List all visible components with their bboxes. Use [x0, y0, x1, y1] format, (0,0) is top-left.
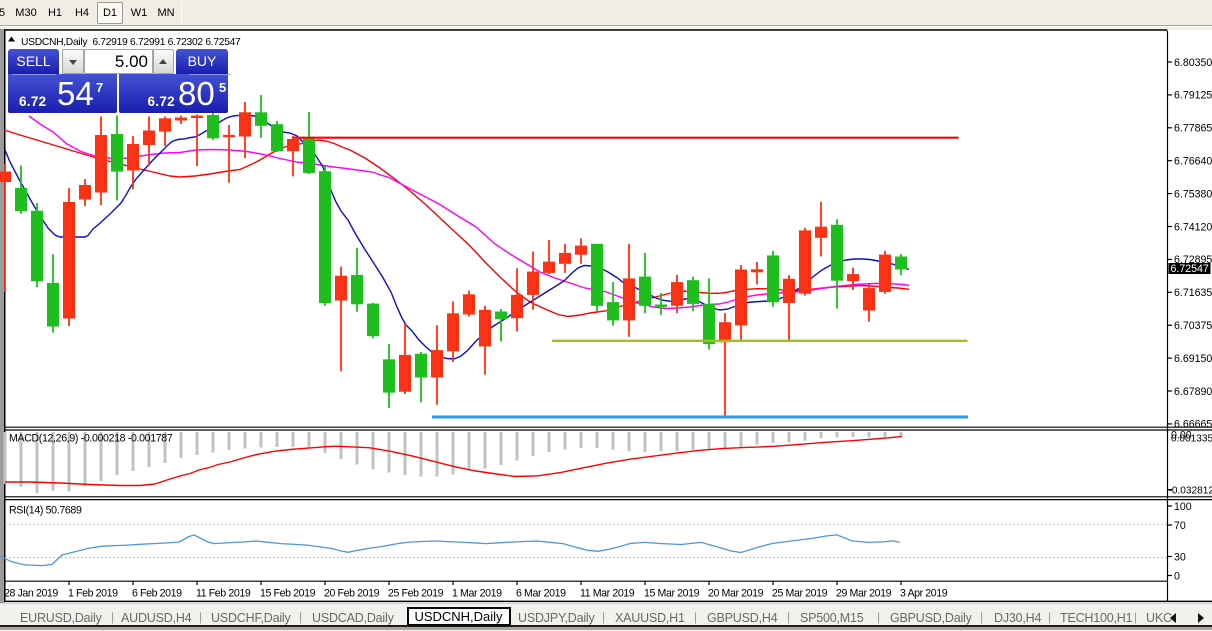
svg-text:15 Mar 2019: 15 Mar 2019 [644, 588, 700, 600]
svg-text:6 Mar 2019: 6 Mar 2019 [516, 588, 566, 600]
svg-text:6.72547: 6.72547 [1171, 263, 1209, 275]
svg-text:6.74120: 6.74120 [1174, 221, 1212, 233]
svg-text:USDCNH,Daily 6.72919 6.72991: USDCNH,Daily 6.72919 6.72991 6.72302 6.7… [21, 37, 241, 48]
svg-text:20 Feb 2019: 20 Feb 2019 [324, 588, 380, 600]
svg-text:6.80350: 6.80350 [1174, 57, 1212, 69]
svg-text:6.77865: 6.77865 [1174, 123, 1212, 135]
svg-text:29 Mar 2019: 29 Mar 2019 [836, 588, 892, 600]
svg-text:-0.032812: -0.032812 [1169, 485, 1212, 496]
svg-text:0.00: 0.00 [1171, 429, 1192, 441]
svg-text:15 Feb 2019: 15 Feb 2019 [260, 588, 316, 600]
svg-text:100: 100 [1174, 501, 1192, 513]
svg-text:1 Feb 2019: 1 Feb 2019 [68, 588, 118, 600]
svg-text:6.66665: 6.66665 [1174, 419, 1212, 431]
svg-text:28 Jan 2019: 28 Jan 2019 [4, 588, 58, 600]
svg-text:1 Mar 2019: 1 Mar 2019 [452, 588, 502, 600]
svg-text:30: 30 [1174, 551, 1186, 563]
svg-text:0: 0 [1174, 570, 1180, 582]
svg-text:20 Mar 2019: 20 Mar 2019 [708, 588, 764, 600]
svg-text:11 Feb 2019: 11 Feb 2019 [196, 588, 251, 600]
svg-text:25 Mar 2019: 25 Mar 2019 [772, 588, 828, 600]
svg-text:3 Apr 2019: 3 Apr 2019 [900, 588, 948, 600]
svg-text:MACD(12,26,9) -0.000218 -0.001: MACD(12,26,9) -0.000218 -0.001787 [9, 433, 173, 445]
svg-text:RSI(14) 50.7689: RSI(14) 50.7689 [9, 505, 82, 517]
svg-text:6.69150: 6.69150 [1174, 353, 1212, 365]
svg-text:6 Feb 2019: 6 Feb 2019 [132, 588, 182, 600]
svg-text:25 Feb 2019: 25 Feb 2019 [388, 588, 444, 600]
svg-text:6.71635: 6.71635 [1174, 287, 1212, 299]
svg-text:6.76640: 6.76640 [1174, 156, 1212, 168]
svg-text:11 Mar 2019: 11 Mar 2019 [580, 588, 635, 600]
svg-text:6.79125: 6.79125 [1174, 90, 1212, 102]
svg-text:70: 70 [1174, 520, 1186, 532]
svg-text:0.001335: 0.001335 [1171, 433, 1212, 444]
svg-text:6.70375: 6.70375 [1174, 320, 1212, 332]
svg-text:6.67890: 6.67890 [1174, 386, 1212, 398]
svg-text:6.75380: 6.75380 [1174, 188, 1212, 200]
